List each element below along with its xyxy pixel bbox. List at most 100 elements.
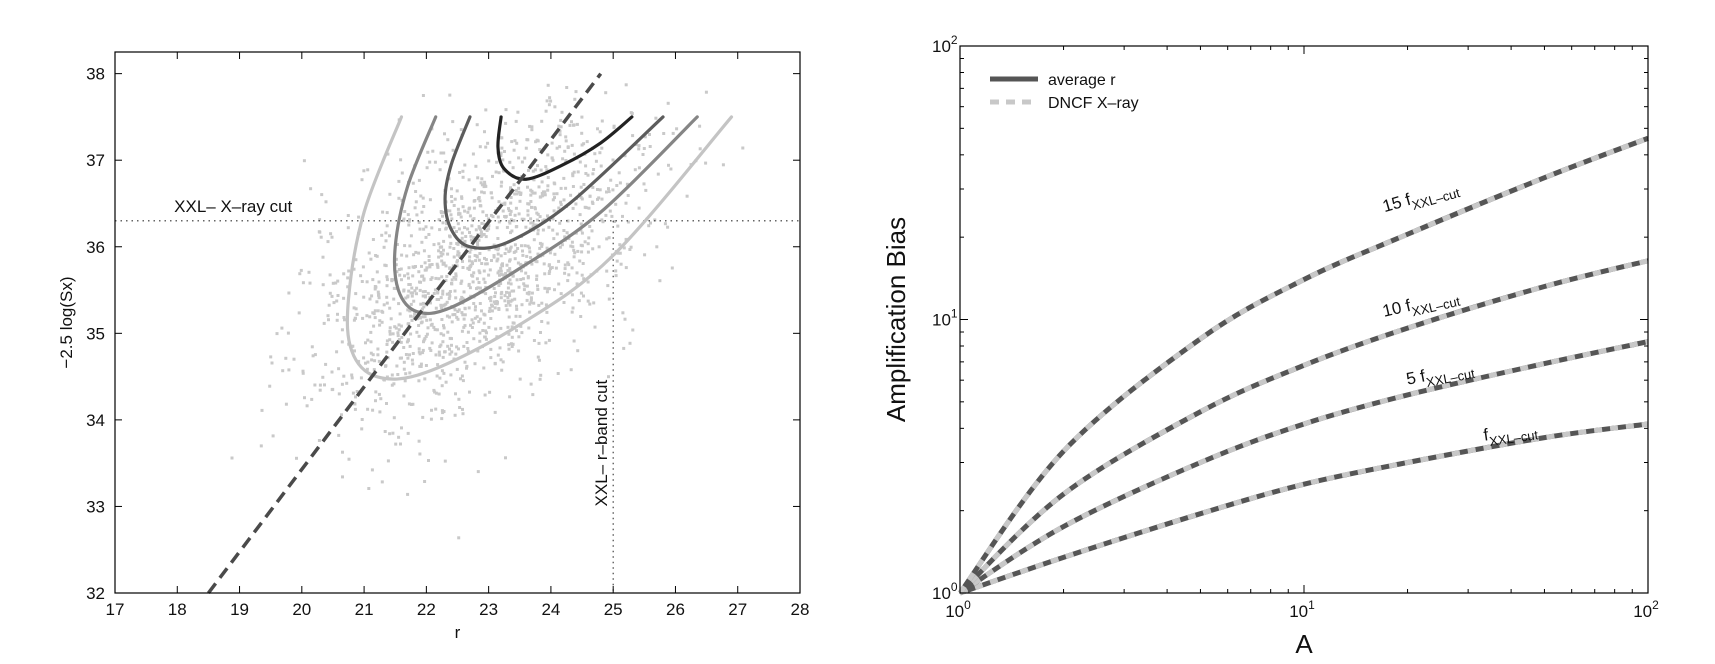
scatter-point bbox=[675, 127, 679, 131]
scatter-point bbox=[275, 332, 279, 336]
scatter-point bbox=[340, 340, 344, 344]
scatter-point bbox=[335, 299, 339, 303]
scatter-point bbox=[439, 211, 443, 215]
scatter-point bbox=[474, 305, 477, 309]
x-tick-label: 25 bbox=[604, 600, 623, 619]
scatter-point bbox=[563, 263, 567, 267]
scatter-point bbox=[459, 377, 462, 381]
scatter-point bbox=[394, 326, 398, 330]
scatter-point bbox=[439, 306, 443, 310]
scatter-point bbox=[370, 358, 374, 362]
scatter-point bbox=[397, 323, 401, 327]
scatter-point bbox=[502, 169, 506, 173]
scatter-point bbox=[559, 125, 563, 129]
scatter-point bbox=[364, 361, 367, 365]
scatter-point bbox=[392, 278, 396, 282]
scatter-point bbox=[432, 243, 436, 247]
scatter-point bbox=[366, 360, 370, 364]
scatter-point bbox=[516, 247, 520, 250]
scatter-point bbox=[495, 259, 499, 263]
scatter-point bbox=[450, 343, 453, 347]
scatter-point bbox=[318, 383, 322, 387]
scatter-point bbox=[529, 296, 533, 300]
scatter-point bbox=[422, 227, 426, 231]
scatter-point bbox=[328, 291, 332, 295]
scatter-point bbox=[399, 442, 402, 446]
scatter-point bbox=[574, 90, 578, 94]
scatter-point bbox=[517, 285, 521, 289]
scatter-point bbox=[588, 302, 592, 306]
scatter-point bbox=[396, 334, 400, 338]
scatter-point bbox=[546, 176, 550, 179]
scatter-point bbox=[280, 326, 284, 330]
scatter-point bbox=[531, 191, 535, 195]
scatter-point bbox=[471, 274, 475, 278]
scatter-point bbox=[593, 152, 597, 156]
scatter-point bbox=[391, 340, 395, 344]
scatter-point bbox=[621, 311, 625, 315]
scatter-point bbox=[567, 263, 571, 267]
scatter-point bbox=[400, 278, 403, 282]
scatter-point bbox=[360, 178, 364, 182]
scatter-point bbox=[383, 430, 387, 433]
scatter-point bbox=[292, 357, 296, 361]
scatter-point bbox=[491, 174, 494, 178]
scatter-point bbox=[450, 350, 454, 354]
scatter-point bbox=[592, 168, 596, 171]
scatter-point bbox=[376, 353, 380, 357]
scatter-point bbox=[417, 220, 421, 224]
scatter-point bbox=[497, 200, 501, 204]
scatter-point bbox=[341, 475, 344, 479]
scatter-point bbox=[480, 183, 484, 187]
scatter-point bbox=[468, 214, 472, 218]
scatter-point bbox=[483, 335, 487, 339]
scatter-point bbox=[617, 171, 621, 175]
scatter-point bbox=[446, 252, 450, 256]
scatter-point bbox=[546, 83, 550, 87]
scatter-point bbox=[453, 313, 457, 316]
scatter-point bbox=[440, 259, 444, 263]
scatter-point bbox=[481, 210, 485, 214]
scatter-point bbox=[406, 213, 410, 217]
scatter-point bbox=[448, 315, 451, 319]
scatter-point bbox=[624, 83, 628, 87]
scatter-point bbox=[295, 456, 298, 460]
scatter-point bbox=[529, 298, 533, 302]
scatter-point bbox=[438, 353, 442, 357]
scatter-point bbox=[504, 304, 508, 308]
scatter-point bbox=[455, 345, 459, 349]
right-ticks: 100 101 102 100 101 102 bbox=[932, 33, 1659, 621]
scatter-point bbox=[427, 459, 430, 462]
legend-label: average r bbox=[1048, 72, 1116, 89]
scatter-point bbox=[468, 390, 471, 394]
scatter-point bbox=[380, 480, 384, 484]
scatter-point bbox=[388, 192, 392, 196]
scatter-point bbox=[417, 270, 421, 274]
scatter-point bbox=[442, 151, 446, 155]
scatter-point bbox=[513, 213, 517, 217]
scatter-point bbox=[437, 242, 441, 246]
scatter-point bbox=[513, 192, 517, 196]
scatter-point bbox=[392, 297, 396, 301]
scatter-point bbox=[559, 203, 563, 207]
scatter-point bbox=[403, 210, 407, 213]
scatter-point bbox=[337, 433, 341, 437]
scatter-point bbox=[378, 410, 382, 414]
scatter-point bbox=[557, 282, 561, 286]
right-x-axis-label: A bbox=[1295, 629, 1313, 659]
scatter-point bbox=[482, 366, 486, 370]
scatter-point bbox=[484, 145, 488, 149]
scatter-point bbox=[489, 213, 493, 217]
scatter-point bbox=[435, 374, 439, 378]
scatter-point bbox=[552, 209, 556, 213]
scatter-point bbox=[446, 138, 450, 142]
scatter-point bbox=[406, 322, 410, 326]
scatter-point bbox=[491, 215, 495, 219]
scatter-point bbox=[596, 188, 599, 191]
scatter-point bbox=[336, 294, 340, 297]
scatter-point bbox=[389, 317, 393, 321]
scatter-point bbox=[563, 267, 567, 271]
scatter-point bbox=[330, 388, 334, 392]
scatter-point bbox=[388, 326, 392, 330]
